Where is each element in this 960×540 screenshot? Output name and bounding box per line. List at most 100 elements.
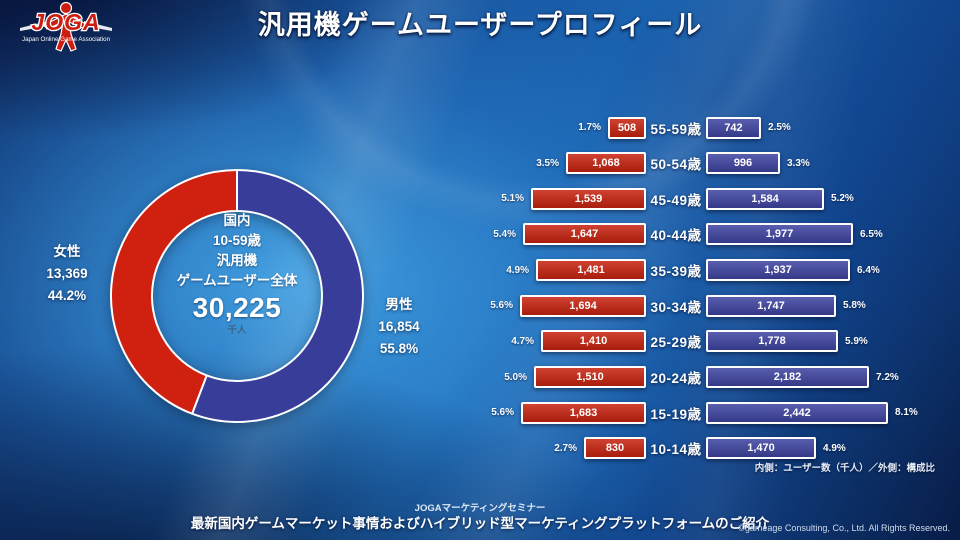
female-cell: 5.1% 1,539 (480, 187, 646, 210)
female-cell: 5.0% 1,510 (480, 366, 646, 389)
age-group-label: 25-29歳 (650, 335, 702, 351)
pyramid-row: 4.9% 1,481 35-39歳 1,937 6.4% (480, 259, 950, 282)
footer-seminar-title: 最新国内ゲームマーケット事情およびハイブリッド型マーケティングプラットフォームの… (190, 516, 770, 531)
female-bar: 1,410 (541, 330, 646, 353)
male-cell: 1,584 5.2% (706, 187, 950, 210)
female-bar: 1,694 (520, 294, 646, 317)
male-pct-label: 8.1% (895, 407, 918, 419)
male-pct-label: 7.2% (876, 371, 899, 383)
male-cell: 1,747 5.8% (706, 294, 950, 317)
pyramid-row: 3.5% 1,068 50-54歳 996 3.3% (480, 152, 950, 175)
female-bar: 830 (584, 437, 646, 460)
female-title: 女性 (53, 244, 81, 259)
female-cell: 1.7% 508 (480, 116, 646, 139)
female-pct-label: 5.0% (504, 371, 527, 383)
donut-center-label: 国内 10-59歳 汎用機 ゲームユーザー全体 30,225 千人 (152, 211, 322, 337)
female-pct-label: 5.4% (493, 228, 516, 240)
male-bar: 1,937 (706, 259, 850, 282)
pyramid-row: 5.6% 1,683 15-19歳 2,442 8.1% (480, 401, 950, 424)
female-bar: 1,683 (521, 401, 646, 424)
female-pct-label: 4.9% (506, 264, 529, 276)
male-bar: 2,182 (706, 366, 869, 389)
female-cell: 4.9% 1,481 (480, 259, 646, 282)
pyramid-row: 1.7% 508 55-59歳 742 2.5% (480, 116, 950, 139)
male-bar: 2,442 (706, 401, 888, 424)
footer: JOGAマーケティングセミナー 最新国内ゲームマーケット事情およびハイブリッド型… (0, 501, 960, 531)
age-group-label: 40-44歳 (650, 228, 702, 244)
male-cell: 2,442 8.1% (706, 401, 950, 424)
male-pct-label: 6.4% (857, 264, 880, 276)
female-bar: 508 (608, 116, 646, 139)
female-bar: 1,068 (566, 152, 646, 175)
donut-total-value: 30,225 (192, 292, 282, 323)
age-pyramid-chart: 1.7% 508 55-59歳 742 2.5% 3.5% 1,068 50-54歳 996 3.… (480, 116, 950, 460)
female-cell: 5.6% 1,694 (480, 294, 646, 317)
joga-logo: JOGA Japan Online Game Association (14, 1, 118, 53)
female-pct-label: 5.1% (501, 193, 524, 205)
age-group-label: 15-19歳 (650, 406, 702, 422)
age-group-label: 30-34歳 (650, 299, 702, 315)
male-bar: 1,747 (706, 294, 836, 317)
male-cell: 1,470 4.9% (706, 437, 950, 460)
male-pct: 55.8% (379, 341, 419, 356)
female-cell: 5.6% 1,683 (480, 401, 646, 424)
age-group-label: 20-24歳 (650, 371, 702, 387)
female-bar: 1,481 (536, 259, 646, 282)
joga-logo-text: JOGA (31, 9, 100, 35)
female-bar: 1,539 (531, 187, 646, 210)
donut-male-slice (191, 169, 364, 423)
female-pct-label: 1.7% (578, 122, 601, 133)
donut-center-line: 汎用機 (216, 253, 258, 268)
female-bar: 1,510 (534, 366, 646, 389)
pyramid-row: 5.0% 1,510 20-24歳 2,182 7.2% (480, 366, 950, 389)
female-value: 13,369 (46, 266, 88, 281)
age-group-label: 45-49歳 (650, 192, 702, 208)
female-cell: 4.7% 1,410 (480, 330, 646, 353)
male-cell: 1,977 6.5% (706, 223, 950, 246)
pyramid-row: 5.6% 1,694 30-34歳 1,747 5.8% (480, 294, 950, 317)
male-pct-label: 5.9% (845, 335, 868, 347)
male-pct-label: 5.8% (843, 300, 866, 312)
pyramid-row: 5.1% 1,539 45-49歳 1,584 5.2% (480, 187, 950, 210)
male-value: 16,854 (378, 319, 420, 334)
male-bar: 1,977 (706, 223, 853, 246)
gender-donut-chart (110, 169, 364, 423)
male-bar: 742 (706, 116, 761, 139)
female-cell: 2.7% 830 (480, 437, 646, 460)
pyramid-row: 5.4% 1,647 40-44歳 1,977 6.5% (480, 223, 950, 246)
female-pct: 44.2% (47, 288, 87, 303)
male-cell: 2,182 7.2% (706, 366, 950, 389)
male-pct-label: 6.5% (860, 228, 883, 240)
male-pct-label: 4.9% (823, 442, 846, 454)
male-cell: 996 3.3% (706, 152, 950, 175)
age-group-label: 55-59歳 (650, 121, 702, 137)
page-title: 汎用機ゲームユーザープロフィール (257, 10, 703, 40)
copyright-notice: ©gameage Consulting, Co., Ltd. All Right… (738, 523, 950, 533)
person-icon (20, 1, 112, 52)
female-pct-label: 2.7% (554, 442, 577, 454)
female-cell: 5.4% 1,647 (480, 223, 646, 246)
male-bar: 996 (706, 152, 780, 175)
age-group-label: 10-14歳 (650, 442, 702, 458)
footer-seminar-name: JOGAマーケティングセミナー (414, 503, 546, 514)
joga-logo-caption: Japan Online Game Association (22, 36, 111, 43)
male-cell: 1,778 5.9% (706, 330, 950, 353)
female-pct-label: 3.5% (536, 157, 559, 169)
donut-total-unit: 千人 (227, 325, 247, 336)
female-pct-label: 4.7% (511, 335, 534, 347)
male-pct-label: 3.3% (787, 157, 810, 169)
female-pct-label: 5.6% (490, 300, 513, 312)
pyramid-row: 2.7% 830 10-14歳 1,470 4.9% (480, 437, 950, 460)
male-title: 男性 (385, 297, 413, 312)
male-bar: 1,470 (706, 437, 816, 460)
donut-center-line: 国内 (223, 213, 251, 228)
male-pct-label: 5.2% (831, 193, 854, 205)
joga-logo-icon: JOGA Japan Online Game Association (20, 1, 112, 52)
chart-note: 内側：ユーザー数（千人）／外側：構成比 (754, 463, 935, 474)
male-cell: 1,937 6.4% (706, 259, 950, 282)
male-cell: 742 2.5% (706, 116, 950, 139)
pyramid-row: 4.7% 1,410 25-29歳 1,778 5.9% (480, 330, 950, 353)
male-summary-label: 男性 16,854 55.8% (344, 294, 454, 360)
female-pct-label: 5.6% (491, 407, 514, 419)
